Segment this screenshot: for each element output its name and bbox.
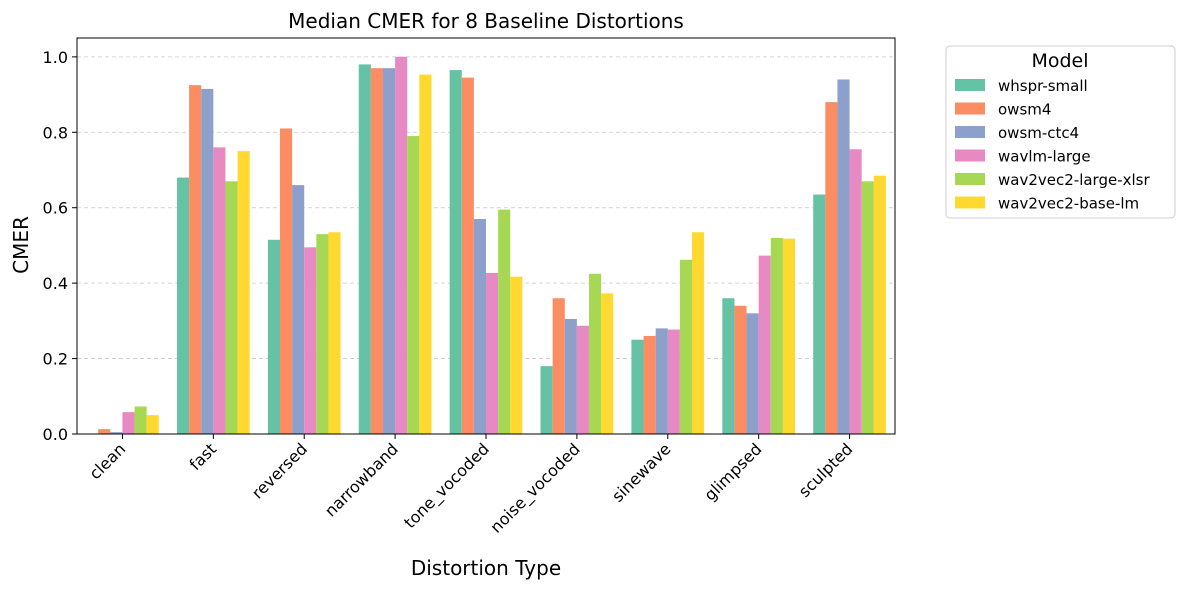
y-axis-title: CMER [9,216,33,274]
bar-owsm-ctc4-clean [110,432,123,434]
bar-wav2vec2-large-xlsr-sinewave [679,259,693,434]
legend-label-owsm-ctc4: owsm-ctc4 [998,124,1079,142]
bar-whspr-small-fast [176,177,190,435]
bar-owsm4-narrowband [370,68,383,435]
bar-wav2vec2-large-xlsr-clean [134,406,147,434]
bar-wavlm-large-sinewave [667,329,680,434]
bar-owsm-ctc4-fast [201,88,214,435]
bar-owsm-ctc4-reversed [292,185,305,434]
y-tick-label: 0.8 [43,123,68,142]
bar-owsm-ctc4-glimpsed [746,313,759,434]
bar-wav2vec2-large-xlsr-reversed [316,234,329,434]
legend-label-wavlm-large: wavlm-large [998,148,1091,166]
y-tick-label: 0.0 [43,425,68,444]
bar-whspr-small-narrowband [358,64,371,435]
bar-wavlm-large-sculpted [849,149,862,434]
x-tick-label: narrowband [321,439,402,520]
x-tick-label: clean [85,439,129,483]
legend-swatch-owsm-ctc4 [955,126,985,138]
bar-owsm4-glimpsed [734,305,747,434]
bar-owsm-ctc4-sinewave [655,328,668,434]
bar-owsm4-tone_vocoded [461,77,474,434]
legend-swatch-wavlm-large [955,149,985,162]
x-tick-label: sinewave [608,439,674,505]
y-tick-label: 0.4 [43,274,68,293]
bar-wav2vec2-large-xlsr-tone_vocoded [498,209,511,434]
x-tick-label: fast [185,439,220,474]
bar-owsm4-noise_vocoded [552,298,565,434]
y-tick-label: 0.6 [43,199,68,218]
legend-title: Model [1031,50,1088,72]
legend-swatch-owsm4 [955,102,985,115]
x-axis-title: Distortion Type [411,556,561,580]
chart-title: Median CMER for 8 Baseline Distortions [288,9,684,33]
bar-wav2vec2-base-lm-clean [146,415,159,434]
bar-owsm4-sinewave [643,335,656,434]
bar-wav2vec2-large-xlsr-fast [225,181,238,434]
bar-wavlm-large-reversed [304,247,317,434]
bar-owsm4-sculpted [825,102,838,434]
bar-wav2vec2-base-lm-tone_vocoded [510,276,523,434]
bar-wav2vec2-large-xlsr-glimpsed [770,237,783,434]
legend-label-whspr-small: whspr-small [998,77,1088,95]
bar-wav2vec2-large-xlsr-sculpted [861,181,874,434]
bar-wav2vec2-base-lm-sinewave [692,232,705,434]
bar-whspr-small-sinewave [631,339,644,434]
legend-label-owsm4: owsm4 [998,101,1051,119]
bar-wavlm-large-noise_vocoded [576,325,590,434]
legend-label-wav2vec2-large-xlsr: wav2vec2-large-xlsr [998,171,1150,189]
y-tick-label: 0.2 [43,350,68,369]
bar-wavlm-large-narrowband [395,56,408,434]
bar-owsm-ctc4-sculpted [837,79,850,434]
legend-label-wav2vec2-base-lm: wav2vec2-base-lm [998,195,1139,213]
bar-owsm-ctc4-narrowband [382,68,396,435]
y-tick-label: 1.0 [43,48,68,67]
bar-whspr-small-sculpted [813,194,826,434]
ticks: 0.0 0.2 0.4 0.6 0.8 1.0 clean fast reversed narro… [43,48,857,538]
legend-swatch-wav2vec2-large-xlsr [955,173,985,185]
legend-swatch-wav2vec2-base-lm [955,196,985,209]
bar-whspr-small-noise_vocoded [540,366,553,434]
bar-wavlm-large-tone_vocoded [486,272,499,434]
x-tick-label: tone_vocoded [400,439,493,532]
bar-owsm4-reversed [279,128,293,434]
bar-wav2vec2-large-xlsr-noise_vocoded [589,273,602,434]
bar-wav2vec2-base-lm-fast [237,151,250,434]
bar-whspr-small-glimpsed [722,298,735,434]
bar-owsm-ctc4-tone_vocoded [473,219,486,434]
bar-wavlm-large-glimpsed [758,255,771,434]
bar-wav2vec2-base-lm-noise_vocoded [601,293,614,434]
bar-owsm4-clean [98,429,111,434]
x-tick-label: reversed [248,439,311,502]
bar-whspr-small-reversed [267,239,280,434]
bars [98,56,886,435]
bar-wavlm-large-clean [122,412,135,434]
bar-wav2vec2-large-xlsr-narrowband [407,136,420,435]
bar-wavlm-large-fast [213,147,226,434]
x-tick-label: sculpted [795,439,857,501]
legend-swatch-whspr-small [955,79,985,91]
legend: Model whspr-small owsm4 owsm-ctc4 wavlm-lar… [945,45,1176,219]
legend-frame [945,45,1176,219]
bar-owsm4-fast [189,85,202,435]
bar-wav2vec2-base-lm-glimpsed [782,238,796,434]
bar-wav2vec2-base-lm-sculpted [873,175,886,434]
x-tick-label: noise_vocoded [486,439,584,537]
bar-whspr-small-tone_vocoded [449,70,462,435]
bar-wav2vec2-base-lm-reversed [328,232,341,434]
bar-wav2vec2-base-lm-narrowband [419,74,432,434]
bar-owsm-ctc4-noise_vocoded [564,318,577,434]
x-tick-label: glimpsed [700,439,765,504]
